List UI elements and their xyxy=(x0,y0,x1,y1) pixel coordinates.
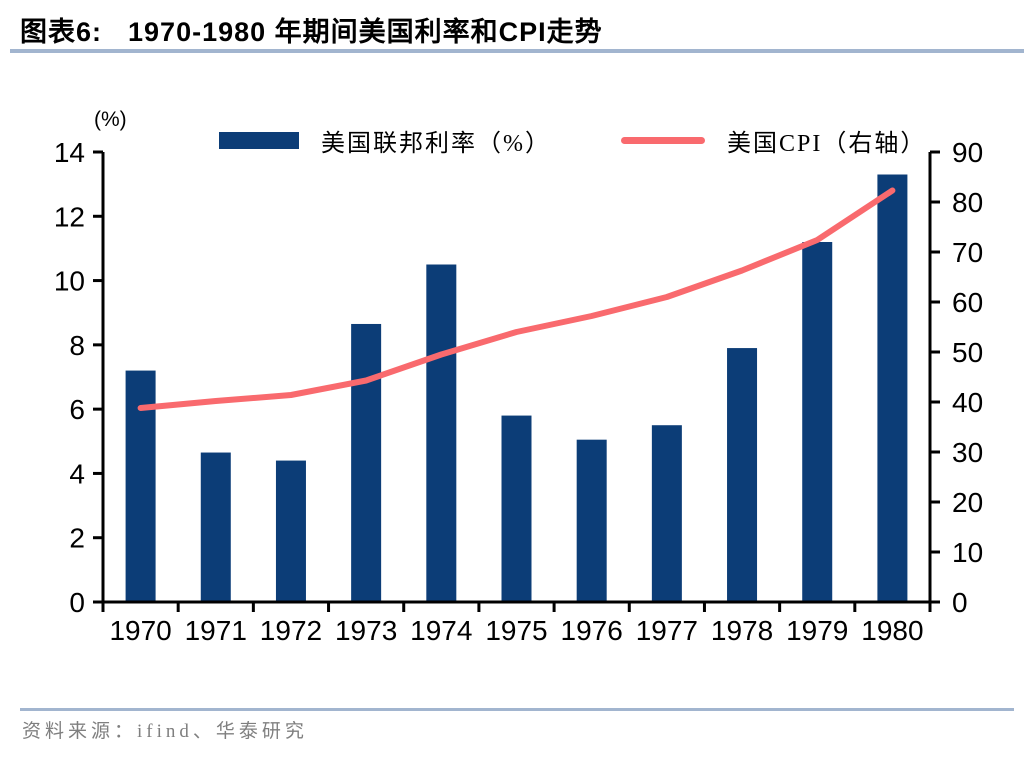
right-axis-tick-label-60: 60 xyxy=(952,287,983,318)
right-axis-tick-label-40: 40 xyxy=(952,387,983,418)
x-axis-label-1976: 1976 xyxy=(561,615,623,646)
bar-1971 xyxy=(200,452,231,602)
source-note: 资料来源：ifind、华泰研究 xyxy=(22,721,308,742)
x-axis-label-1972: 1972 xyxy=(260,615,322,646)
legend-item-cpi: 美国CPI（右轴） xyxy=(621,127,926,157)
bar-1975 xyxy=(501,415,532,602)
right-axis-tick-label-90: 90 xyxy=(952,137,983,168)
header-divider xyxy=(10,49,1024,53)
legend-label-fed-rate: 美国联邦利率（%） xyxy=(321,130,551,157)
right-axis-tick-label-50: 50 xyxy=(952,337,983,368)
bar-1973 xyxy=(351,323,382,602)
legend-item-fed-rate: 美国联邦利率（%） xyxy=(219,127,551,157)
left-axis-tick-label-10: 10 xyxy=(54,266,85,297)
x-axis-label-1978: 1978 xyxy=(711,615,773,646)
left-axis-tick-label-0: 0 xyxy=(69,587,85,618)
footer-divider xyxy=(20,708,1014,711)
right-axis-tick-label-20: 20 xyxy=(952,487,983,518)
bar-1974 xyxy=(426,264,457,602)
bar-1979 xyxy=(802,242,833,602)
left-axis-tick-label-6: 6 xyxy=(69,394,85,425)
bar-1977 xyxy=(651,425,682,602)
right-axis-tick-label-10: 10 xyxy=(952,537,983,568)
left-axis-tick-label-2: 2 xyxy=(69,523,85,554)
left-axis-tick-label-8: 8 xyxy=(69,330,85,361)
x-axis-label-1970: 1970 xyxy=(109,615,171,646)
right-axis-tick-label-70: 70 xyxy=(952,237,983,268)
bar-series-swatch xyxy=(219,131,299,149)
x-axis-label-1980: 1980 xyxy=(861,615,923,646)
right-axis-tick-label-80: 80 xyxy=(952,187,983,218)
x-axis-label-1974: 1974 xyxy=(410,615,472,646)
figure-header: 图表6: 1970-1980 年期间美国利率和CPI走势 xyxy=(20,10,603,49)
figure-number: 图表6: xyxy=(20,17,103,47)
bar-1976 xyxy=(576,439,607,602)
x-axis-label-1971: 1971 xyxy=(185,615,247,646)
right-axis-tick-label-0: 0 xyxy=(952,587,968,618)
bar-1978 xyxy=(727,348,758,602)
left-axis-tick-label-14: 14 xyxy=(54,137,85,168)
x-axis-label-1979: 1979 xyxy=(786,615,848,646)
bar-1972 xyxy=(275,460,306,602)
left-axis-tick-label-4: 4 xyxy=(69,458,85,489)
right-axis-tick-label-30: 30 xyxy=(952,437,983,468)
left-axis-unit-label: (%) xyxy=(94,108,127,131)
x-axis-label-1973: 1973 xyxy=(335,615,397,646)
left-axis-tick-label-12: 12 xyxy=(54,201,85,232)
figure-title: 1970-1980 年期间美国利率和CPI走势 xyxy=(128,17,603,47)
x-axis-label-1975: 1975 xyxy=(485,615,547,646)
cpi-line xyxy=(137,187,896,411)
line-series-swatch xyxy=(621,136,705,144)
bar-1980 xyxy=(877,174,908,602)
x-axis-label-1977: 1977 xyxy=(636,615,698,646)
legend-label-cpi: 美国CPI（右轴） xyxy=(727,130,927,157)
